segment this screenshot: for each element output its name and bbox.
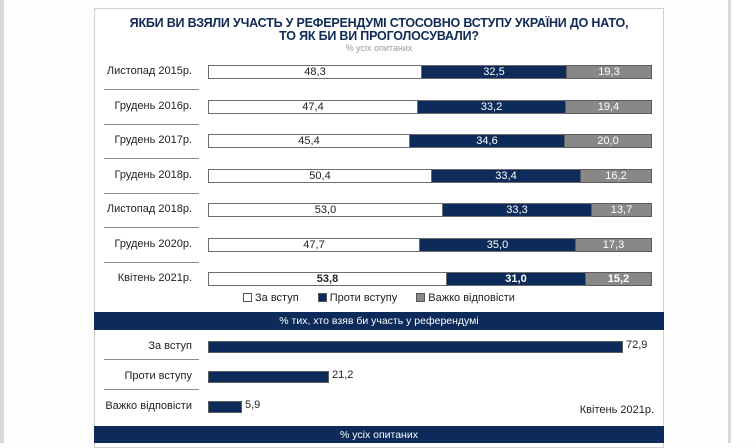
bar-value-label: 5,9 bbox=[245, 399, 261, 411]
row-separator bbox=[104, 192, 199, 194]
bar bbox=[208, 401, 242, 413]
row-separator bbox=[104, 389, 199, 390]
segment-for: 45,4 bbox=[208, 134, 410, 148]
segment-hard: 13,7 bbox=[591, 203, 652, 217]
category-label: Листопад 2018р. bbox=[106, 203, 192, 215]
row-separator bbox=[104, 89, 199, 90]
footer-band: % усіх опитаних bbox=[94, 426, 664, 443]
date-note: Квітень 2021р. bbox=[579, 404, 654, 416]
category-label: Листопад 2015р. bbox=[106, 65, 192, 77]
segment-for: 47,7 bbox=[208, 237, 420, 252]
segment-against: 35,0 bbox=[420, 237, 575, 252]
category-label: Грудень 2016р. bbox=[114, 99, 192, 112]
segment-against: 32,5 bbox=[422, 65, 566, 79]
legend-label-hard: Важко відповісти bbox=[428, 292, 515, 304]
chart-title-line-2: ТО ЯК БИ ВИ ПРОГОЛОСУВАЛИ? bbox=[279, 29, 479, 43]
category-label: Важко відповісти bbox=[105, 400, 192, 412]
bar bbox=[208, 371, 329, 383]
chart-title: ЯКБИ ВИ ВЗЯЛИ УЧАСТЬ У РЕФЕРЕНДУМІ СТОСО… bbox=[94, 17, 664, 43]
page-right-edge bbox=[728, 0, 756, 443]
segment-against: 33,4 bbox=[432, 168, 580, 183]
bar-value-label: 72,9 bbox=[626, 339, 648, 351]
category-label: Грудень 2020р. bbox=[114, 237, 192, 250]
segment-hard: 20,0 bbox=[564, 134, 652, 148]
segment-for: 47,4 bbox=[208, 99, 418, 114]
row-separator bbox=[104, 123, 199, 125]
legend-swatch-for bbox=[243, 293, 253, 302]
segment-hard: 19,3 bbox=[566, 65, 652, 79]
segment-against: 33,3 bbox=[443, 203, 591, 217]
segment-against: 31,0 bbox=[447, 272, 585, 286]
segment-for: 48,3 bbox=[208, 65, 422, 79]
participants-header-band: % тих, хто взяв би участь у референдумі bbox=[94, 312, 664, 330]
segment-for: 53,8 bbox=[208, 272, 447, 286]
legend-swatch-hard bbox=[416, 293, 426, 302]
segment-for: 50,4 bbox=[208, 168, 432, 183]
chart-title-line-1: ЯКБИ ВИ ВЗЯЛИ УЧАСТЬ У РЕФЕРЕНДУМІ СТОСО… bbox=[129, 16, 629, 30]
row-separator bbox=[104, 359, 199, 360]
legend-swatch-against bbox=[317, 293, 327, 302]
legend-item-hard: Важко відповісти bbox=[416, 292, 515, 304]
legend: За вступ Проти вступу Важко відповісти bbox=[94, 292, 664, 304]
legend-label-against: Проти вступу bbox=[329, 292, 398, 304]
category-label: За вступ bbox=[148, 340, 192, 352]
row-separator bbox=[104, 261, 199, 263]
bar bbox=[208, 341, 623, 353]
segment-for: 53,0 bbox=[208, 203, 443, 217]
chart-card bbox=[94, 8, 664, 448]
row-separator bbox=[104, 227, 199, 228]
segment-hard: 15,2 bbox=[585, 272, 652, 286]
category-label: Грудень 2018р. bbox=[114, 168, 192, 181]
page-left-edge bbox=[0, 0, 4, 443]
legend-label-for: За вступ bbox=[255, 292, 299, 304]
segment-hard: 19,4 bbox=[565, 99, 652, 114]
category-label: Квітень 2021р. bbox=[117, 272, 192, 284]
segment-hard: 16,2 bbox=[580, 168, 652, 183]
segment-hard: 17,3 bbox=[575, 237, 652, 252]
bar-value-label: 21,2 bbox=[332, 369, 354, 381]
legend-item-against: Проти вступу bbox=[317, 292, 398, 304]
row-separator bbox=[104, 158, 199, 159]
chart-subtitle: % усіх опитаних bbox=[345, 43, 413, 53]
segment-against: 34,6 bbox=[410, 134, 564, 148]
category-label: Грудень 2017р. bbox=[114, 134, 192, 146]
category-label: Проти вступу bbox=[124, 370, 192, 382]
segment-against: 33,2 bbox=[418, 99, 565, 114]
legend-item-for: За вступ bbox=[243, 292, 299, 304]
